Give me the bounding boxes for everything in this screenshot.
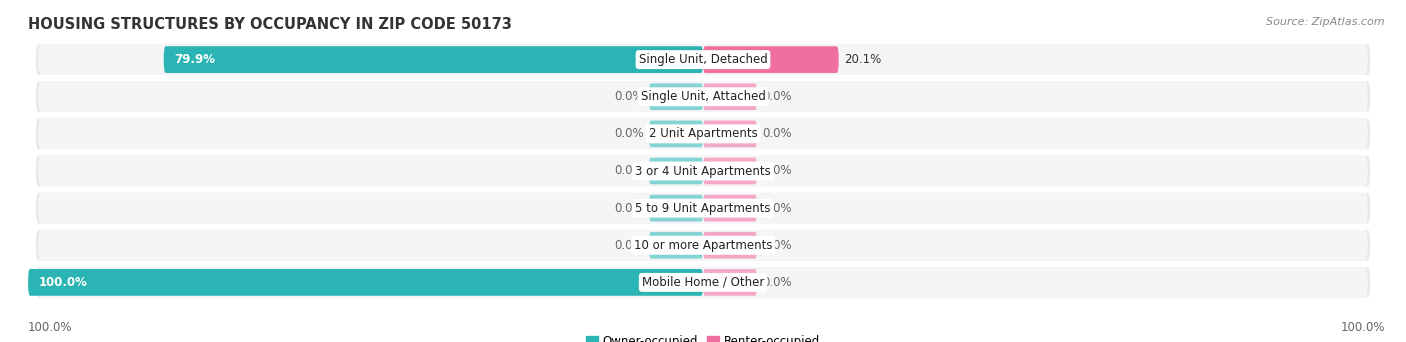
FancyBboxPatch shape — [35, 266, 1371, 299]
Text: 79.9%: 79.9% — [174, 53, 215, 66]
FancyBboxPatch shape — [163, 46, 703, 73]
FancyBboxPatch shape — [35, 229, 1371, 262]
Text: 0.0%: 0.0% — [614, 127, 644, 140]
FancyBboxPatch shape — [38, 119, 1368, 149]
FancyBboxPatch shape — [703, 269, 756, 296]
Text: 0.0%: 0.0% — [614, 90, 644, 103]
Text: 5 to 9 Unit Apartments: 5 to 9 Unit Apartments — [636, 202, 770, 215]
Text: 10 or more Apartments: 10 or more Apartments — [634, 239, 772, 252]
FancyBboxPatch shape — [703, 195, 756, 222]
Text: 3 or 4 Unit Apartments: 3 or 4 Unit Apartments — [636, 165, 770, 177]
Text: 0.0%: 0.0% — [762, 127, 792, 140]
FancyBboxPatch shape — [703, 158, 756, 184]
FancyBboxPatch shape — [650, 120, 703, 147]
Legend: Owner-occupied, Renter-occupied: Owner-occupied, Renter-occupied — [581, 330, 825, 342]
Text: Single Unit, Detached: Single Unit, Detached — [638, 53, 768, 66]
FancyBboxPatch shape — [38, 156, 1368, 186]
Text: 0.0%: 0.0% — [762, 90, 792, 103]
FancyBboxPatch shape — [703, 232, 756, 259]
FancyBboxPatch shape — [35, 80, 1371, 113]
FancyBboxPatch shape — [38, 193, 1368, 223]
Text: 0.0%: 0.0% — [614, 202, 644, 215]
FancyBboxPatch shape — [35, 43, 1371, 76]
FancyBboxPatch shape — [38, 81, 1368, 112]
Text: 0.0%: 0.0% — [762, 276, 792, 289]
FancyBboxPatch shape — [650, 83, 703, 110]
FancyBboxPatch shape — [38, 267, 1368, 298]
FancyBboxPatch shape — [38, 230, 1368, 261]
Text: 2 Unit Apartments: 2 Unit Apartments — [648, 127, 758, 140]
Text: 0.0%: 0.0% — [614, 165, 644, 177]
FancyBboxPatch shape — [703, 120, 756, 147]
Text: 100.0%: 100.0% — [38, 276, 87, 289]
FancyBboxPatch shape — [35, 155, 1371, 187]
Text: Mobile Home / Other: Mobile Home / Other — [641, 276, 765, 289]
Text: 0.0%: 0.0% — [614, 239, 644, 252]
FancyBboxPatch shape — [35, 118, 1371, 150]
FancyBboxPatch shape — [650, 158, 703, 184]
Text: 0.0%: 0.0% — [762, 202, 792, 215]
Text: 0.0%: 0.0% — [762, 165, 792, 177]
Text: 20.1%: 20.1% — [844, 53, 882, 66]
Text: 100.0%: 100.0% — [1340, 321, 1385, 334]
FancyBboxPatch shape — [28, 269, 703, 296]
Text: HOUSING STRUCTURES BY OCCUPANCY IN ZIP CODE 50173: HOUSING STRUCTURES BY OCCUPANCY IN ZIP C… — [28, 17, 512, 32]
FancyBboxPatch shape — [703, 83, 756, 110]
Text: Source: ZipAtlas.com: Source: ZipAtlas.com — [1267, 17, 1385, 27]
FancyBboxPatch shape — [703, 46, 838, 73]
FancyBboxPatch shape — [650, 195, 703, 222]
Text: 0.0%: 0.0% — [762, 239, 792, 252]
Text: Single Unit, Attached: Single Unit, Attached — [641, 90, 765, 103]
Text: 100.0%: 100.0% — [28, 321, 73, 334]
FancyBboxPatch shape — [35, 192, 1371, 224]
FancyBboxPatch shape — [650, 232, 703, 259]
FancyBboxPatch shape — [38, 44, 1368, 75]
